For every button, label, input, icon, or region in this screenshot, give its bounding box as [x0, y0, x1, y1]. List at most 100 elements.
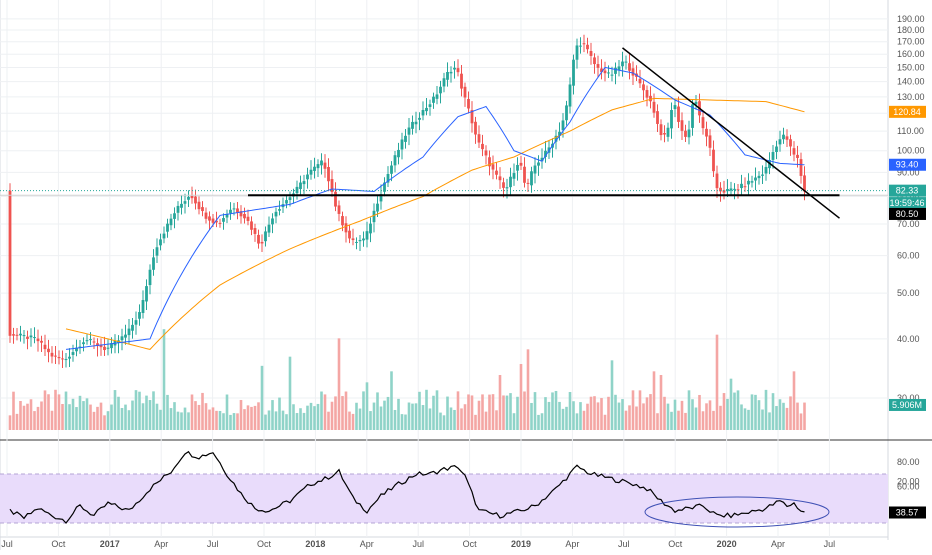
volume-bar	[656, 413, 659, 430]
volume-bar	[778, 399, 782, 430]
candle-body	[792, 148, 796, 155]
price-tag-box	[889, 197, 926, 210]
candle-body	[386, 174, 390, 183]
volume-bar	[257, 402, 260, 430]
rsi-tag-label: 38.57	[896, 508, 919, 518]
candle-body	[15, 334, 19, 336]
candle-body	[502, 182, 505, 188]
volume-bar	[540, 413, 544, 430]
volume-bar	[544, 397, 547, 430]
candle-body	[442, 78, 446, 87]
volume-bar	[218, 410, 222, 430]
candle-body	[225, 214, 229, 218]
volume-bar	[733, 392, 736, 430]
candle-body	[316, 164, 320, 169]
candle-body	[274, 211, 278, 217]
candle-body	[463, 86, 467, 98]
candle-body	[180, 203, 183, 208]
volume-bar	[715, 334, 719, 430]
candle-body	[320, 160, 323, 166]
volume-bar	[673, 399, 677, 430]
candle-body	[211, 218, 215, 223]
volume-bar	[141, 403, 145, 430]
candle-body	[348, 230, 351, 239]
candle-body	[411, 121, 414, 129]
volume-bar	[393, 409, 397, 430]
volume-bar	[726, 398, 729, 430]
volume-bar	[33, 411, 36, 430]
volume-bar	[295, 413, 299, 430]
volume-bar	[680, 400, 684, 430]
volume-bar	[470, 395, 474, 430]
candle-body	[82, 342, 85, 345]
volume-bar	[768, 412, 771, 430]
candle-body	[155, 247, 159, 256]
candle-body	[736, 189, 740, 191]
time-tick-label: Apr	[565, 539, 579, 549]
volume-bar	[425, 389, 428, 430]
volume-bar	[645, 397, 649, 430]
price-tag-box	[889, 105, 926, 118]
candle-body	[799, 159, 803, 176]
candle-body	[264, 231, 267, 242]
volume-bar	[127, 410, 131, 430]
trendline	[622, 47, 840, 219]
candle-body	[36, 338, 40, 342]
ma-slow-line	[65, 97, 805, 350]
price-tick-label: 60.00	[897, 251, 920, 261]
volume-bar	[26, 403, 29, 430]
candle-body	[796, 154, 799, 158]
volume-bar	[575, 413, 579, 430]
candle-body	[250, 221, 253, 230]
volume-bar	[582, 410, 586, 430]
volume-bar	[803, 402, 806, 430]
volume-bar	[50, 410, 54, 430]
price-tick-label: 180.00	[897, 25, 925, 35]
candle-body	[568, 84, 572, 107]
volume-bar	[607, 396, 610, 430]
volume-bar	[579, 402, 582, 430]
price-tick-label: 150.00	[897, 62, 925, 72]
candle-body	[29, 335, 33, 338]
volume-bar	[131, 400, 134, 430]
candle-body	[628, 63, 631, 71]
candle-body	[694, 101, 698, 105]
candle-body	[236, 208, 239, 213]
volume-bar	[603, 414, 607, 430]
price-tick-label: 50.00	[897, 288, 920, 298]
candle-body	[393, 155, 397, 166]
candle-body	[509, 176, 512, 188]
candle-body	[8, 190, 12, 336]
volume-bar	[365, 382, 369, 430]
price-tick-label: 190.00	[897, 14, 925, 24]
time-tick-label: Jul	[412, 539, 424, 549]
volume-bar	[372, 402, 376, 430]
candle-body	[425, 107, 428, 112]
volume-bar	[481, 394, 484, 430]
candle-body	[572, 59, 575, 86]
volume-bar	[705, 403, 708, 430]
volume-bar	[166, 394, 169, 430]
volume-bar	[68, 404, 71, 430]
price-tag-box	[889, 207, 926, 220]
volume-bar	[621, 399, 624, 430]
volume-bar	[334, 396, 337, 430]
volume-bar	[428, 408, 432, 430]
volume-bar	[54, 389, 57, 430]
candle-body	[285, 200, 288, 204]
candle-body	[162, 233, 166, 239]
volume-bar	[204, 403, 208, 430]
candle-body	[722, 190, 726, 193]
price-tag-label: 5.906M	[892, 400, 922, 410]
volume-bar	[687, 390, 691, 430]
volume-bar	[743, 408, 747, 430]
volume-bar	[631, 390, 635, 430]
volume-bar	[64, 391, 68, 430]
volume-bar	[526, 349, 530, 430]
candle-body	[327, 167, 330, 182]
volume-bar	[435, 390, 439, 430]
candle-body	[61, 358, 64, 360]
candle-body	[687, 129, 691, 138]
